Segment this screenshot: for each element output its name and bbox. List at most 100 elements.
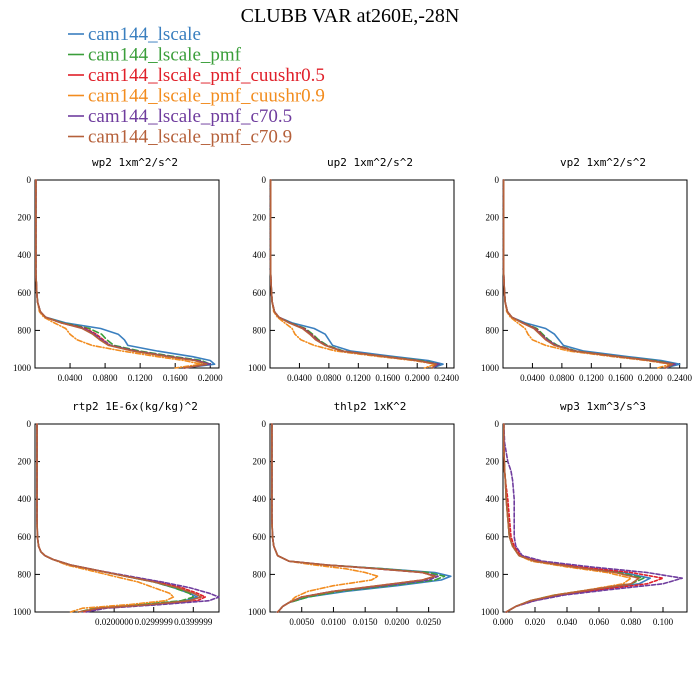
x-tick-label: 0.2400 (667, 373, 692, 383)
y-tick-label: 800 (486, 325, 500, 335)
panel-5: thlp2 1xK^2 0 200 400 600 800 1000 0.0050 0.0100… (248, 400, 455, 627)
x-tick-label: 0.0400 (58, 373, 83, 383)
y-tick-label: 0 (27, 419, 32, 429)
panel-title: rtp2 1E-6x(kg/kg)^2 (72, 400, 198, 413)
legend-label: cam144_lscale_pmf_cuushr0.5 (88, 65, 325, 86)
series-line-2 (271, 423, 446, 613)
x-tick-label: 0.0800 (317, 373, 342, 383)
x-tick-label: 0.020 (525, 617, 546, 627)
y-tick-label: 600 (18, 532, 32, 542)
x-tick-label: 0.1200 (128, 373, 153, 383)
series-line-1 (502, 179, 681, 369)
y-tick-label: 0 (495, 419, 500, 429)
panel-4: rtp2 1E-6x(kg/kg)^2 0 200 400 600 800 1000 0.02… (13, 400, 220, 627)
y-tick-label: 0 (262, 175, 267, 185)
y-tick-label: 200 (486, 213, 500, 223)
panel-1: wp2 1xm^2/s^2 0 200 400 600 800 1000 0.0400 0.08… (13, 156, 223, 383)
series-line-2 (35, 179, 211, 369)
series-line-2 (269, 179, 441, 369)
x-tick-label: 0.0400 (287, 373, 312, 383)
panel-title: wp2 1xm^2/s^2 (92, 156, 178, 169)
series-line-6 (271, 423, 436, 613)
x-tick-label: 0.0400 (520, 373, 545, 383)
y-tick-label: 200 (18, 213, 32, 223)
series-line-5 (502, 179, 677, 369)
series-line-2 (502, 423, 645, 613)
x-tick-label: 0.0100 (321, 617, 346, 627)
x-tick-label: 0.1600 (608, 373, 633, 383)
series-line-3 (35, 179, 210, 369)
series-line-1 (269, 179, 444, 369)
series-line-5 (36, 423, 220, 613)
series-line-5 (502, 423, 684, 613)
y-tick-label: 800 (486, 569, 500, 579)
series-line-6 (35, 179, 208, 369)
x-tick-label: 0.0250 (416, 617, 441, 627)
series-line-3 (269, 179, 439, 369)
plot-frame (502, 179, 688, 369)
legend-label: cam144_lscale_pmf (88, 45, 242, 66)
y-tick-label: 800 (253, 569, 267, 579)
series-line-6 (502, 423, 640, 613)
x-tick-label: 0.2000 (198, 373, 223, 383)
panel-2: up2 1xm^2/s^2 0 200 400 600 800 1000 0.0400 0.08… (248, 156, 460, 383)
series-line-4 (36, 423, 175, 613)
series-line-4 (502, 423, 632, 613)
series-line-6 (502, 179, 674, 369)
x-tick-label: 0.000 (493, 617, 514, 627)
series-line-3 (36, 423, 206, 613)
panel-title: up2 1xm^2/s^2 (327, 156, 413, 169)
y-tick-label: 600 (18, 288, 32, 298)
x-tick-label: 0.0800 (93, 373, 118, 383)
y-tick-label: 0 (495, 175, 500, 185)
panel-title: thlp2 1xK^2 (334, 400, 407, 413)
panel-3: vp2 1xm^2/s^2 0 200 400 600 800 1000 0.0400 0.08… (481, 156, 693, 383)
y-tick-label: 600 (486, 288, 500, 298)
series-line-4 (269, 179, 437, 369)
y-tick-label: 600 (253, 532, 267, 542)
series-line-6 (269, 179, 438, 369)
x-tick-label: 0.0399999 (174, 617, 213, 627)
legend-label: cam144_lscale_pmf_c70.9 (88, 127, 292, 148)
panel-title: vp2 1xm^2/s^2 (560, 156, 646, 169)
plot-frame (269, 179, 455, 369)
series-line-6 (36, 423, 202, 613)
y-tick-label: 200 (486, 457, 500, 467)
y-tick-label: 400 (18, 494, 32, 504)
series-line-5 (269, 179, 441, 369)
y-tick-label: 800 (18, 325, 32, 335)
series-line-5 (35, 179, 211, 369)
legend: cam144_lscalecam144_lscale_pmfcam144_lsc… (68, 24, 325, 148)
y-tick-label: 800 (18, 569, 32, 579)
y-tick-label: 1000 (481, 363, 500, 373)
x-tick-label: 0.2000 (405, 373, 430, 383)
panel-title: wp3 1xm^3/s^3 (560, 400, 646, 413)
plot-frame (502, 423, 688, 613)
series-line-4 (502, 179, 672, 369)
series-line-4 (271, 423, 379, 613)
y-tick-label: 200 (18, 457, 32, 467)
y-tick-label: 1000 (248, 363, 267, 373)
legend-label: cam144_lscale_pmf_cuushr0.9 (88, 86, 325, 107)
y-tick-label: 1000 (13, 607, 32, 617)
y-tick-label: 0 (262, 419, 267, 429)
y-tick-label: 1000 (481, 607, 500, 617)
plot-frame (269, 423, 455, 613)
y-tick-label: 1000 (13, 363, 32, 373)
x-tick-label: 0.040 (557, 617, 578, 627)
series-line-1 (271, 423, 452, 613)
legend-label: cam144_lscale (88, 24, 201, 45)
y-tick-label: 200 (253, 457, 267, 467)
y-tick-label: 600 (486, 532, 500, 542)
x-tick-label: 0.1600 (375, 373, 400, 383)
y-tick-label: 200 (253, 213, 267, 223)
x-tick-label: 0.0200 (385, 617, 410, 627)
x-tick-label: 0.0050 (289, 617, 314, 627)
x-tick-label: 0.0150 (353, 617, 378, 627)
x-tick-label: 0.1200 (346, 373, 371, 383)
x-tick-label: 0.100 (653, 617, 674, 627)
x-tick-label: 0.2000 (638, 373, 663, 383)
series-line-1 (35, 179, 216, 369)
